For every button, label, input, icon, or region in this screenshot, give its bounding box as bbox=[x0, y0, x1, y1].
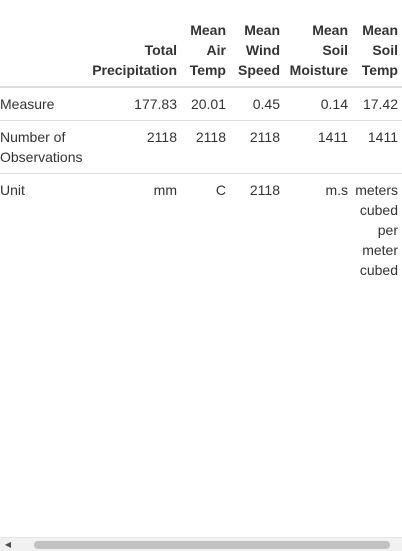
column-header-mean-soil-moisture: Mean Soil Moisture bbox=[284, 0, 352, 88]
column-header-total-precipitation: Total Precipitation bbox=[86, 0, 181, 88]
table-cell: 177.83 bbox=[134, 96, 177, 112]
scrollbar-thumb[interactable] bbox=[34, 541, 390, 549]
horizontal-scrollbar[interactable]: ◀ bbox=[0, 537, 402, 551]
table-cell: C bbox=[181, 173, 230, 286]
table-cell: 20.01 bbox=[190, 96, 226, 112]
row-label: Unit bbox=[0, 173, 86, 286]
table-row: Unit mm C 2118 m.s meters cubed per mete… bbox=[0, 173, 402, 286]
scroll-left-arrow-icon[interactable]: ◀ bbox=[4, 540, 12, 549]
table-cell: 0.45 bbox=[252, 96, 280, 112]
table-row: Number of Observations 2118 2118 2118 14… bbox=[0, 120, 402, 174]
column-header-mean-soil-temp: Mean Soil Temp bbox=[352, 0, 402, 88]
table-cell: 17.42 bbox=[362, 96, 398, 112]
table-cell: 1411 bbox=[352, 120, 402, 174]
table-cell: meters cubed per meter cubed bbox=[352, 173, 402, 286]
summary-table: Total Precipitation Mean Air Temp Mean W… bbox=[0, 0, 402, 286]
table-cell: 2118 bbox=[230, 120, 284, 174]
column-header-mean-wind-speed: Mean Wind Speed bbox=[230, 0, 284, 88]
table-cell: 2118 bbox=[181, 120, 230, 174]
column-header-mean-air-temp: Mean Air Temp bbox=[181, 0, 230, 88]
summary-table-container: Total Precipitation Mean Air Temp Mean W… bbox=[0, 0, 402, 286]
table-cell: mm bbox=[86, 173, 181, 286]
table-row: Measure 177.83 20.01 0.45 0.14 17.42 bbox=[0, 87, 402, 121]
row-label: Number of Observations bbox=[0, 120, 86, 174]
table-cell: 2118 bbox=[230, 173, 284, 286]
table-cell: m.s bbox=[284, 173, 352, 286]
table-cell: 0.14 bbox=[320, 96, 348, 112]
table-cell: 2118 bbox=[86, 120, 181, 174]
row-label: Measure bbox=[0, 96, 55, 112]
column-header-blank bbox=[0, 0, 86, 88]
table-cell: 1411 bbox=[284, 120, 352, 174]
table-header-row: Total Precipitation Mean Air Temp Mean W… bbox=[0, 0, 402, 88]
